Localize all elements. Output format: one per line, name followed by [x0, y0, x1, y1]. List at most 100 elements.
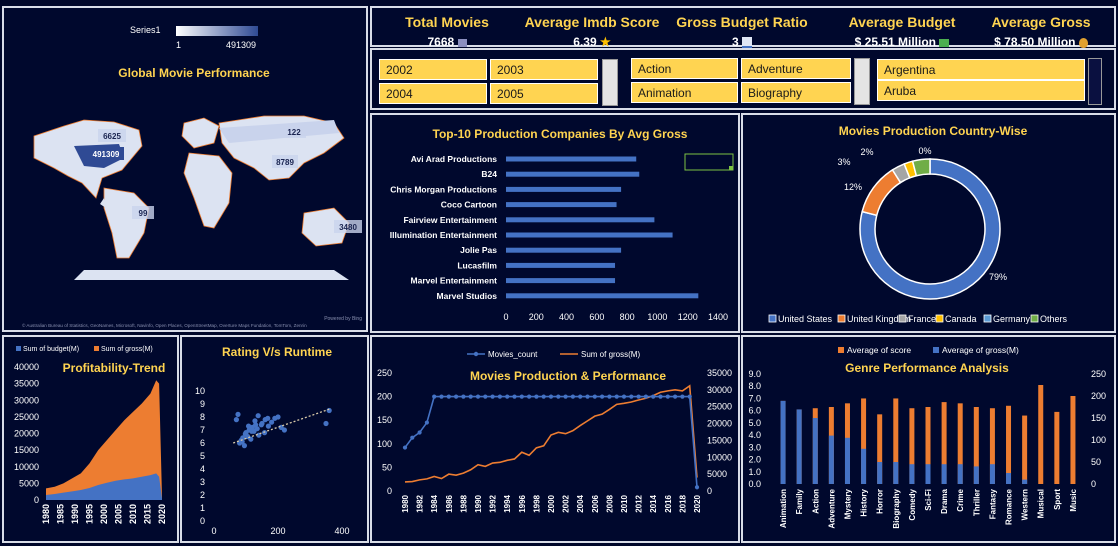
legend-label: Sum of gross(M): [101, 346, 153, 353]
y-right-tick-label: 0: [707, 486, 712, 496]
kpi-value: 7668: [427, 35, 455, 49]
slicer-genre-animation[interactable]: Animation: [631, 82, 738, 103]
data-label: 0%: [918, 146, 931, 156]
legend-label: Movies_count: [488, 350, 538, 359]
slicer-genre-adventure[interactable]: Adventure: [741, 58, 851, 79]
world-map[interactable]: [33, 115, 350, 280]
x-tick-label: 2020: [157, 504, 167, 524]
company-label: Avi Arad Productions: [411, 154, 498, 164]
legend-swatch: [983, 314, 992, 323]
scatter-point: [275, 414, 281, 420]
y-left-tick-label: 9.0: [748, 369, 761, 379]
x-tick-label: 1985: [56, 504, 66, 524]
y-left-tick-label: 0.0: [748, 479, 761, 489]
legend-label: United States: [778, 314, 833, 324]
donut-slice: [911, 158, 931, 177]
production-companies-panel: Top-10 Production Companies By Avg Gross…: [370, 113, 740, 333]
clapperboard-icon: [457, 38, 467, 47]
scatter-point: [242, 431, 248, 437]
slicer-country-aruba[interactable]: Aruba: [877, 80, 1085, 101]
scatter-point: [241, 443, 247, 449]
y-left-tick-label: 3.0: [748, 442, 761, 452]
movies-count-point: [454, 394, 459, 399]
x-tick-label: 0: [211, 526, 216, 536]
kpi-label: Average Gross: [991, 14, 1091, 30]
genre-slicer-scrollbar[interactable]: [854, 58, 870, 105]
selection-handle[interactable]: [729, 166, 733, 170]
x-tick-label: 1990: [474, 494, 483, 512]
legend-label: Canada: [945, 314, 977, 324]
map-title: Global Movie Performance: [118, 66, 270, 80]
genre-label: Thriller: [972, 489, 981, 516]
year-slicer-scrollbar[interactable]: [602, 59, 618, 106]
movies-count-point: [614, 394, 619, 399]
score-bar: [1022, 415, 1028, 484]
x-tick-label: 1992: [489, 494, 498, 512]
production-performance-chart[interactable]: Movies Production & Performance Movies_c…: [372, 337, 738, 541]
map-panel[interactable]: Series1 1 491309 Global Movie Performanc…: [2, 6, 368, 332]
genre-label: Action: [811, 489, 820, 514]
gross-bar: [893, 462, 899, 484]
movies-count-point: [658, 394, 663, 399]
map-legend-series: Series1: [130, 25, 161, 35]
y-right-tick-label: 200: [1091, 391, 1106, 401]
x-tick-label: 0: [503, 312, 508, 322]
slicer-year-2002[interactable]: 2002: [379, 59, 487, 80]
x-tick-label: 2015: [143, 504, 153, 524]
x-tick-label: 1200: [678, 312, 698, 322]
y-right-tick-label: 35000: [707, 368, 732, 378]
movies-count-point: [636, 394, 641, 399]
y-tick-label: 5000: [19, 478, 39, 488]
y-tick-label: 4: [200, 464, 205, 474]
x-tick-label: 400: [334, 526, 349, 536]
gross-bar: [780, 400, 786, 484]
x-tick-label: 1984: [430, 494, 439, 512]
legend-label: Sum of gross(M): [581, 350, 640, 359]
y-left-tick-label: 6.0: [748, 406, 761, 416]
legend-swatch: [837, 314, 846, 323]
genre-performance-panel: Genre Performance Analysis Average of sc…: [741, 335, 1116, 543]
x-tick-label: 800: [620, 312, 635, 322]
kpi-average-gross: Average Gross $ 78.50 Million: [966, 14, 1116, 49]
y-tick-label: 10: [195, 386, 205, 396]
x-tick-label: 2018: [678, 494, 687, 512]
genre-label: Mystery: [843, 488, 852, 519]
company-bar: [506, 232, 673, 238]
scatter-point: [233, 417, 239, 423]
legend-marker: [473, 351, 479, 357]
map-svg[interactable]: Series1 1 491309 Global Movie Performanc…: [4, 8, 366, 330]
country-donut-chart[interactable]: Movies Production Country-Wise 79% 12% 3% 2…: [743, 115, 1114, 331]
y-right-tick-label: 30000: [707, 385, 732, 395]
x-tick-label: 200: [529, 312, 544, 322]
x-tick-label: 1995: [85, 504, 95, 524]
movies-count-point: [607, 394, 612, 399]
gross-bar: [909, 464, 915, 484]
kpi-label: Gross Budget Ratio: [676, 14, 808, 30]
slicer-genre-biography[interactable]: Biography: [741, 82, 851, 103]
x-tick-label: 2008: [605, 494, 614, 512]
score-bar: [1054, 411, 1060, 484]
profitability-panel: Profitability-Trend Sum of budget(M) Sum …: [2, 335, 179, 543]
y-left-tick-label: 100: [377, 439, 392, 449]
x-tick-label: 1400: [708, 312, 728, 322]
country-slicer-scrollbar[interactable]: [1088, 58, 1102, 105]
legend-swatch: [94, 346, 99, 351]
selection-box[interactable]: [684, 153, 734, 171]
slicer-genre-action[interactable]: Action: [631, 58, 738, 79]
slicer-year-2005[interactable]: 2005: [490, 83, 598, 104]
genre-performance-chart[interactable]: Genre Performance Analysis Average of sc…: [743, 337, 1114, 541]
production-companies-chart[interactable]: Top-10 Production Companies By Avg Gross…: [372, 115, 738, 331]
genre-label: Horror: [876, 489, 885, 514]
slicer-country-argentina[interactable]: Argentina: [877, 59, 1085, 80]
x-tick-label: 2000: [547, 494, 556, 512]
slicer-year-2003[interactable]: 2003: [490, 59, 598, 80]
movies-count-point: [578, 394, 583, 399]
movies-count-point: [563, 394, 568, 399]
x-tick-label: 2000: [99, 504, 109, 524]
profitability-chart[interactable]: Profitability-Trend Sum of budget(M) Sum …: [4, 337, 177, 541]
slicer-year-2004[interactable]: 2004: [379, 83, 487, 104]
y-left-tick-label: 50: [382, 462, 392, 472]
score-bar: [925, 407, 931, 484]
score-bar: [989, 408, 995, 484]
